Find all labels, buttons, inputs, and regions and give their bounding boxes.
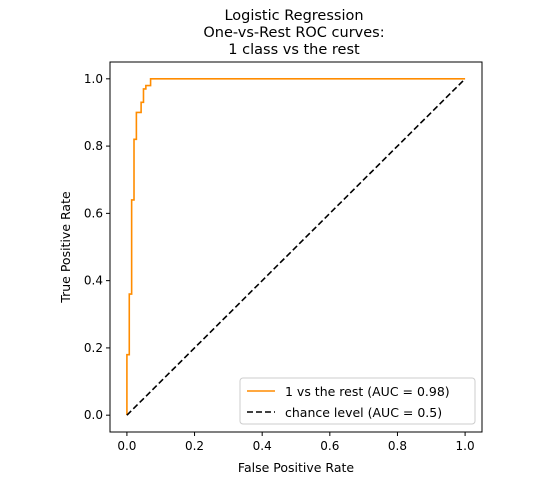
x-tick-label: 0.4 (253, 439, 272, 453)
legend-label-roc-curve: 1 vs the rest (AUC = 0.98) (285, 384, 450, 399)
x-tick-label: 0.6 (320, 439, 339, 453)
x-tick-label: 0.2 (185, 439, 204, 453)
y-tick-label: 1.0 (84, 72, 103, 86)
chart-title-line-2: One-vs-Rest ROC curves: (203, 25, 384, 41)
roc-curve-line (126, 78, 466, 416)
x-tick-label: 0.8 (388, 439, 407, 453)
plot-frame (109, 61, 483, 433)
y-tick-label: 0.8 (84, 139, 103, 153)
y-axis-ticks: 0.0 0.2 0.4 0.6 0.8 1.0 (84, 72, 110, 422)
plot-series (126, 78, 466, 416)
chart-title-line-3: 1 class vs the rest (228, 42, 360, 58)
legend-box (239, 377, 476, 425)
y-tick-label: 0.6 (84, 206, 103, 220)
legend: 1 vs the rest (AUC = 0.98) chance level … (239, 377, 476, 425)
chart-title-line-1: Logistic Regression (224, 8, 363, 24)
chance-level-line (126, 78, 466, 416)
x-tick-label: 1.0 (456, 439, 475, 453)
y-axis-label: True Positive Rate (58, 191, 73, 304)
x-tick-label: 0.0 (117, 439, 136, 453)
y-tick-label: 0.0 (84, 408, 103, 422)
y-tick-label: 0.4 (84, 274, 103, 288)
legend-label-chance-level: chance level (AUC = 0.5) (285, 405, 442, 420)
x-axis-label: False Positive Rate (238, 460, 354, 475)
y-tick-label: 0.2 (84, 341, 103, 355)
x-axis-ticks: 0.0 0.2 0.4 0.6 0.8 1.0 (117, 432, 475, 453)
